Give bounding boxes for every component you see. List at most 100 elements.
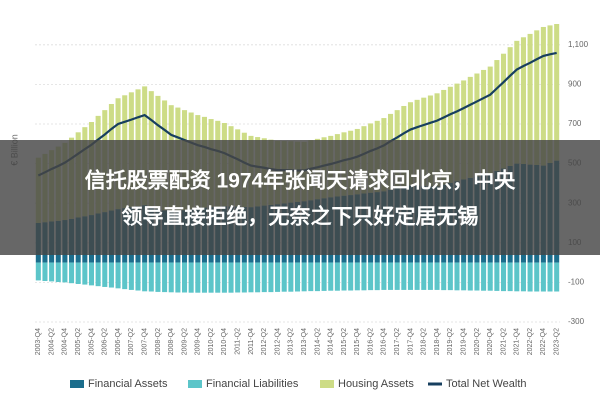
x-tick-label: 2020-Q4 bbox=[487, 328, 494, 355]
banner bbox=[0, 140, 600, 255]
bar bbox=[388, 262, 394, 290]
x-tick-label: 2015-Q4 bbox=[354, 328, 361, 355]
bar bbox=[275, 262, 281, 292]
x-tick-label: 2005-Q2 bbox=[75, 328, 82, 355]
x-tick-label: 2016-Q2 bbox=[367, 328, 374, 355]
bar bbox=[447, 262, 453, 291]
bar bbox=[401, 262, 407, 290]
bar bbox=[62, 262, 68, 283]
legend-swatch bbox=[188, 380, 202, 388]
bar bbox=[122, 262, 128, 290]
x-tick-label: 2006-Q2 bbox=[102, 328, 109, 355]
bar bbox=[481, 69, 487, 175]
bar bbox=[294, 262, 301, 292]
x-tick-label: 2009-Q4 bbox=[195, 328, 202, 355]
bar bbox=[540, 262, 546, 292]
bar bbox=[235, 262, 241, 293]
bar bbox=[334, 262, 340, 291]
x-tick-label: 2009-Q2 bbox=[181, 328, 188, 355]
legend-label: Financial Liabilities bbox=[206, 378, 299, 390]
bar bbox=[481, 262, 487, 291]
bar bbox=[507, 262, 513, 292]
bar bbox=[441, 89, 447, 185]
bar bbox=[514, 40, 520, 164]
legend-label: Financial Assets bbox=[88, 378, 168, 390]
bar bbox=[454, 262, 460, 291]
bar bbox=[554, 24, 560, 161]
bar bbox=[461, 262, 467, 291]
bar bbox=[427, 262, 433, 290]
legend-swatch bbox=[70, 380, 84, 388]
bar bbox=[487, 262, 493, 291]
bar bbox=[361, 262, 367, 291]
y-tick-label: 1,100 bbox=[568, 40, 589, 49]
bar bbox=[95, 262, 101, 287]
bar bbox=[314, 262, 320, 292]
bar bbox=[441, 262, 447, 291]
bar bbox=[527, 33, 533, 165]
x-tick-label: 2013-Q4 bbox=[301, 328, 308, 355]
bar bbox=[42, 262, 48, 282]
bar bbox=[434, 93, 440, 187]
bar bbox=[168, 262, 174, 293]
x-tick-label: 2004-Q4 bbox=[62, 328, 69, 355]
legend-label: Housing Assets bbox=[338, 378, 414, 390]
bar bbox=[534, 30, 540, 165]
bar bbox=[527, 262, 533, 292]
x-tick-label: 2014-Q4 bbox=[328, 328, 335, 355]
bar bbox=[547, 25, 553, 164]
bar bbox=[500, 53, 507, 169]
bar bbox=[500, 262, 507, 292]
x-tick-label: 2022-Q2 bbox=[527, 328, 534, 355]
bar bbox=[368, 262, 374, 291]
bar bbox=[261, 262, 267, 293]
bar bbox=[69, 262, 75, 284]
x-tick-label: 2008-Q4 bbox=[168, 328, 175, 355]
legend-swatch bbox=[320, 380, 334, 388]
bar bbox=[447, 86, 453, 183]
bar bbox=[354, 262, 360, 291]
x-tick-label: 2020-Q2 bbox=[474, 328, 481, 355]
x-tick-label: 2010-Q4 bbox=[221, 328, 228, 355]
x-tick-label: 2012-Q2 bbox=[261, 328, 268, 355]
bar bbox=[381, 262, 387, 290]
bar bbox=[494, 262, 500, 291]
bar bbox=[394, 262, 400, 290]
y-tick-label: 900 bbox=[568, 80, 582, 89]
y-tick-label: 700 bbox=[568, 119, 582, 128]
bar bbox=[88, 262, 95, 286]
bar bbox=[288, 262, 294, 292]
bar bbox=[148, 262, 154, 292]
x-tick-label: 2019-Q2 bbox=[447, 328, 454, 355]
bar bbox=[195, 262, 201, 293]
x-tick-label: 2014-Q2 bbox=[314, 328, 321, 355]
bar bbox=[407, 262, 413, 290]
bar bbox=[208, 262, 214, 293]
y-tick-label: -300 bbox=[568, 317, 585, 326]
bar bbox=[241, 262, 247, 293]
x-tick-label: 2015-Q2 bbox=[341, 328, 348, 355]
bar bbox=[115, 262, 121, 289]
x-tick-label: 2007-Q2 bbox=[128, 328, 135, 355]
bar bbox=[221, 262, 227, 293]
x-tick-label: 2005-Q4 bbox=[88, 328, 95, 355]
x-tick-label: 2011-Q2 bbox=[235, 328, 242, 355]
bar bbox=[49, 262, 55, 282]
bar bbox=[102, 262, 108, 287]
bar bbox=[467, 262, 473, 291]
bar bbox=[474, 73, 480, 177]
bar bbox=[35, 262, 41, 281]
x-tick-label: 2017-Q2 bbox=[394, 328, 401, 355]
x-tick-label: 2011-Q4 bbox=[248, 328, 255, 355]
bar bbox=[321, 262, 327, 291]
x-tick-label: 2018-Q2 bbox=[421, 328, 428, 355]
bar bbox=[474, 262, 480, 291]
bar bbox=[228, 262, 234, 293]
bar bbox=[487, 66, 493, 174]
bar bbox=[374, 262, 380, 291]
x-tick-label: 2004-Q2 bbox=[48, 328, 55, 355]
bar bbox=[507, 47, 513, 166]
x-tick-label: 2010-Q2 bbox=[208, 328, 215, 355]
bar bbox=[75, 262, 81, 284]
